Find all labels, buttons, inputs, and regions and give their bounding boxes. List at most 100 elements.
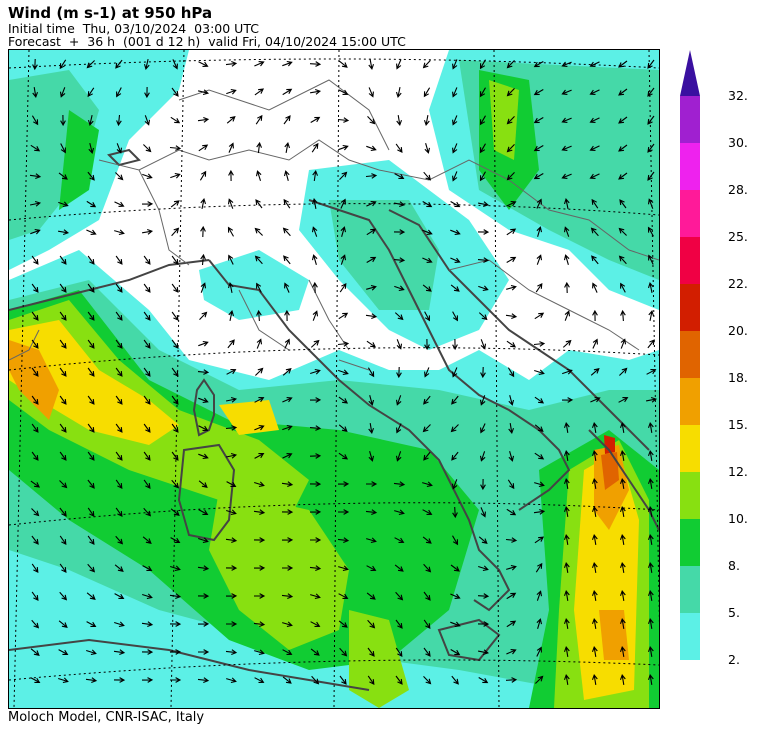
wind-arrow <box>338 144 349 151</box>
wind-arrow <box>114 593 125 599</box>
wind-arrow <box>141 621 154 628</box>
wind-arrow <box>309 565 322 572</box>
initial-time-label: Initial time Thu, 03/10/2024 03:00 UTC <box>8 21 259 36</box>
wind-arrow <box>508 395 515 406</box>
wind-arrow <box>478 201 490 208</box>
sicily-outline <box>437 618 501 662</box>
wind-arrow <box>115 255 123 265</box>
wind-arrow <box>423 395 431 405</box>
wind-arrow <box>506 620 517 628</box>
wind-arrow <box>506 60 515 69</box>
wind-arrow <box>478 677 489 684</box>
wind-arrow <box>31 563 39 574</box>
wind-arrow <box>60 114 66 127</box>
wind-arrow <box>198 649 210 655</box>
colorbar-swatches <box>680 50 700 660</box>
wind-arrow <box>591 533 598 545</box>
wind-arrow <box>31 451 39 461</box>
wind-arrow <box>450 593 461 599</box>
wind-arrow <box>115 507 123 518</box>
wind-arrow <box>647 561 654 573</box>
wind-arrow <box>281 593 294 600</box>
wind-arrow <box>58 677 69 684</box>
wind-arrow <box>171 255 179 265</box>
wind-arrow <box>647 339 655 349</box>
wind-arrow <box>226 677 237 684</box>
wind-map[interactable] <box>8 49 660 709</box>
wind-arrow <box>198 425 209 431</box>
wind-arrow <box>561 145 572 151</box>
wind-arrow <box>366 284 377 291</box>
wind-arrow <box>282 88 293 96</box>
wind-arrow <box>647 617 654 629</box>
wind-arrow <box>169 649 182 655</box>
wind-arrow <box>225 537 238 544</box>
colorbar-label: 12. <box>728 464 748 479</box>
colorbar-swatch <box>680 519 700 566</box>
wind-arrow <box>227 198 234 209</box>
wind-arrow <box>395 619 403 629</box>
wind-arrow <box>59 507 67 517</box>
wind-arrow <box>368 59 375 71</box>
wind-arrow <box>113 677 126 683</box>
wind-arrow <box>30 480 41 488</box>
wind-arrow <box>170 200 180 208</box>
wind-arrow <box>450 257 461 263</box>
wind-arrow <box>647 449 654 461</box>
wind-arrow <box>561 61 572 67</box>
wind-arrow <box>423 563 432 573</box>
wind-arrow <box>367 116 376 125</box>
wind-arrow <box>310 593 321 600</box>
wind-arrow <box>171 311 179 321</box>
wind-arrow <box>59 339 67 349</box>
wind-arrow <box>368 451 375 462</box>
wind-arrow <box>31 535 39 545</box>
wind-arrow <box>256 338 263 349</box>
wind-arrow <box>31 423 39 433</box>
wind-arrow <box>87 255 95 265</box>
colorbar-label: 5. <box>728 605 740 620</box>
wind-arrow <box>561 173 572 179</box>
wind-arrow <box>115 367 123 377</box>
wind-arrow <box>59 255 67 265</box>
wind-arrow <box>619 505 626 517</box>
wind-arrow <box>340 226 347 237</box>
wind-arrow <box>618 397 629 403</box>
wind-arrow <box>508 423 515 435</box>
wind-arrow <box>423 451 431 461</box>
wind-arrow <box>115 535 124 545</box>
wind-arrow <box>200 282 207 293</box>
speed-band-18 <box>601 452 619 490</box>
wind-arrow <box>337 117 350 123</box>
wind-arrow <box>394 285 405 292</box>
wind-arrow <box>647 198 654 209</box>
wind-arrow <box>115 311 123 321</box>
wind-arrow <box>479 395 486 406</box>
wind-arrow <box>561 397 574 403</box>
wind-arrow <box>422 229 433 236</box>
wind-arrow <box>59 451 67 461</box>
wind-arrow <box>367 647 375 657</box>
wind-arrow <box>394 509 405 516</box>
wind-arrow <box>225 452 238 459</box>
wind-arrow <box>309 453 322 459</box>
wind-arrow <box>312 310 319 321</box>
wind-arrow <box>142 565 153 571</box>
wind-arrow <box>505 677 518 683</box>
wind-arrow <box>480 478 486 491</box>
colorbar-swatch <box>680 96 700 143</box>
wind-arrow <box>619 367 628 376</box>
wind-arrow <box>365 313 378 320</box>
wind-arrow <box>31 115 39 126</box>
wind-arrow <box>338 89 349 95</box>
wind-arrow <box>30 648 40 656</box>
wind-arrow <box>561 89 572 95</box>
wind-arrow <box>338 424 348 432</box>
wind-arrow <box>452 87 458 98</box>
africa-coast <box>9 638 370 691</box>
wind-arrow <box>282 676 292 684</box>
wind-arrow <box>647 115 655 125</box>
wind-arrow <box>393 481 406 488</box>
wind-arrow <box>338 565 349 572</box>
wind-arrow <box>591 198 599 209</box>
